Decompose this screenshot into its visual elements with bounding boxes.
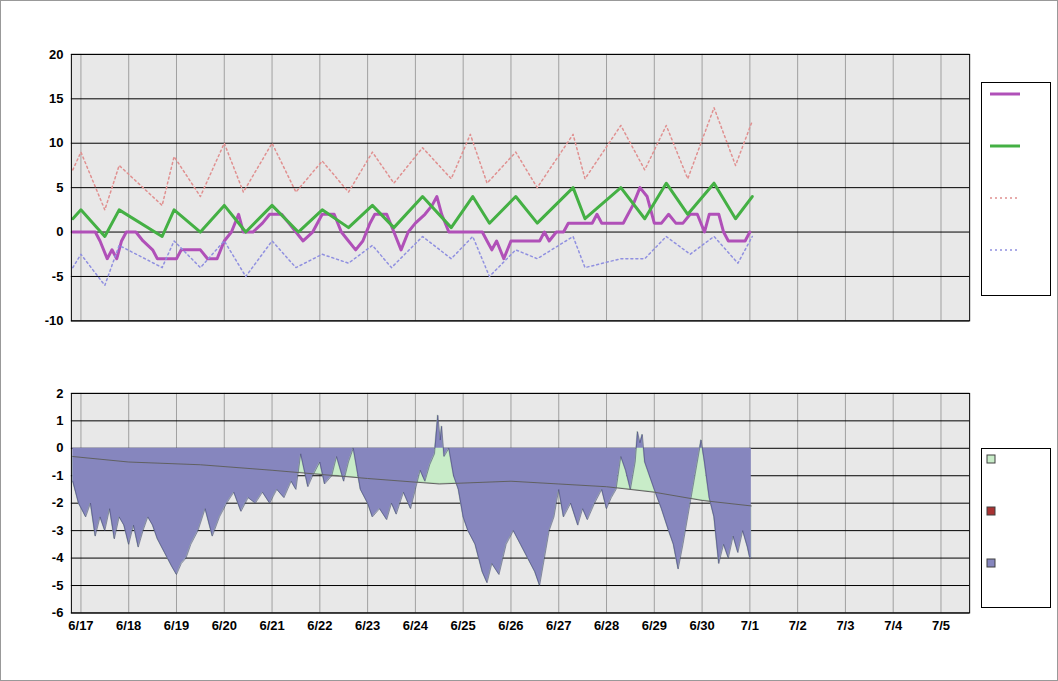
svg-text:6/19: 6/19 [164,618,189,633]
svg-text:0: 0 [56,224,63,239]
svg-text:6/20: 6/20 [212,618,237,633]
svg-text:-10: -10 [45,313,64,328]
svg-text:-1: -1 [52,468,64,483]
svg-text:6/25: 6/25 [451,618,476,633]
svg-text:6/21: 6/21 [259,618,284,633]
svg-text:-5: -5 [52,578,64,593]
svg-text:0: 0 [56,440,63,455]
svg-text:6/18: 6/18 [116,618,141,633]
svg-text:7/5: 7/5 [932,618,950,633]
svg-text:1: 1 [56,413,63,428]
svg-text:5: 5 [56,180,63,195]
svg-text:-2: -2 [52,495,64,510]
svg-text:6/24: 6/24 [403,618,429,633]
svg-text:7/2: 7/2 [789,618,807,633]
svg-text:6/27: 6/27 [546,618,571,633]
svg-text:6/23: 6/23 [355,618,380,633]
svg-text:7/1: 7/1 [741,618,759,633]
svg-text:6/30: 6/30 [689,618,714,633]
svg-text:15: 15 [49,91,63,106]
svg-text:-4: -4 [52,550,64,565]
svg-text:6/22: 6/22 [307,618,332,633]
svg-text:-6: -6 [52,605,64,620]
svg-text:6/29: 6/29 [642,618,667,633]
svg-text:6/26: 6/26 [498,618,523,633]
svg-text:-3: -3 [52,523,64,538]
svg-text:10: 10 [49,135,63,150]
svg-text:7/4: 7/4 [884,618,903,633]
svg-text:6/17: 6/17 [68,618,93,633]
svg-text:6/28: 6/28 [594,618,619,633]
svg-text:-5: -5 [52,269,64,284]
svg-text:20: 20 [49,47,63,62]
svg-text:2: 2 [56,386,63,401]
svg-text:7/3: 7/3 [836,618,854,633]
